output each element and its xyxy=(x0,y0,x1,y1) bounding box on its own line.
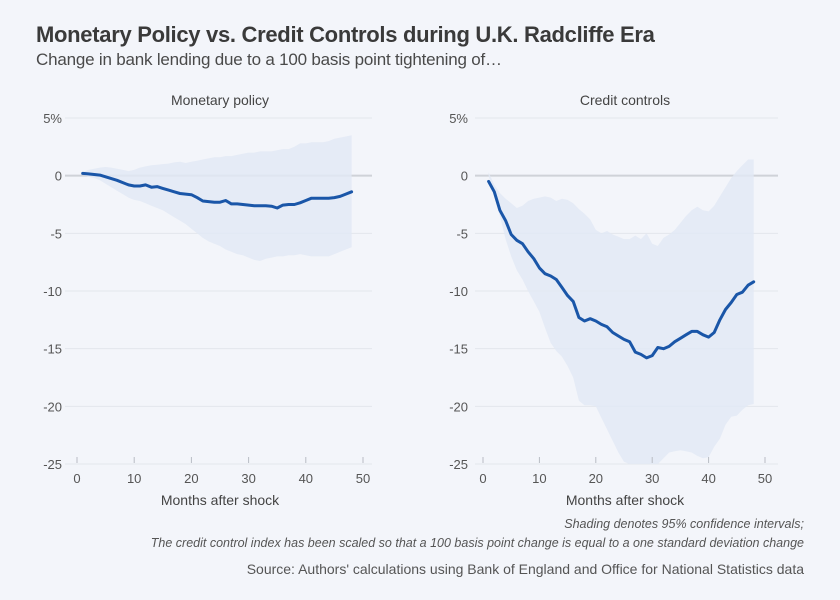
monetary-confidence-band xyxy=(82,135,352,261)
credit-xtick-label: 20 xyxy=(589,471,603,486)
monetary-ytick-label: -25 xyxy=(43,457,62,472)
monetary-ytick-label: -10 xyxy=(43,284,62,299)
chart-subtitle: Change in bank lending due to a 100 basi… xyxy=(36,50,502,69)
source-line: Source: Authors' calculations using Bank… xyxy=(246,561,804,577)
monetary-ytick-label: -20 xyxy=(43,399,62,414)
monetary-xtick-label: 50 xyxy=(356,471,370,486)
monetary-xtick-label: 40 xyxy=(299,471,313,486)
note-line-2: The credit control index has been scaled… xyxy=(150,536,804,550)
credit-ytick-label: -25 xyxy=(449,457,468,472)
credit-ytick-label: 0 xyxy=(461,169,468,184)
monetary-xtick-label: 10 xyxy=(127,471,141,486)
monetary-ytick-label: 0 xyxy=(55,169,62,184)
credit-x-axis-label: Months after shock xyxy=(566,492,685,508)
credit-xtick-label: 0 xyxy=(479,471,486,486)
credit-xtick-label: 30 xyxy=(645,471,659,486)
credit-xtick-label: 50 xyxy=(758,471,772,486)
credit-panel-title: Credit controls xyxy=(580,92,670,108)
note-line-1: Shading denotes 95% confidence intervals… xyxy=(564,517,804,531)
credit-ytick-label: -5 xyxy=(456,226,468,241)
chart-title: Monetary Policy vs. Credit Controls duri… xyxy=(36,22,655,47)
credit-ytick-label: -20 xyxy=(449,399,468,414)
credit-ytick-label: 5% xyxy=(449,111,468,126)
monetary-ytick-label: -5 xyxy=(50,226,62,241)
monetary-xtick-label: 20 xyxy=(184,471,198,486)
monetary-ytick-label: 5% xyxy=(43,111,62,126)
monetary-xtick-label: 0 xyxy=(73,471,80,486)
credit-estimate-line xyxy=(487,179,756,360)
monetary-estimate-line xyxy=(81,171,354,210)
monetary-panel-title: Monetary policy xyxy=(171,92,269,108)
credit-ytick-label: -15 xyxy=(449,342,468,357)
credit-xtick-label: 10 xyxy=(532,471,546,486)
monetary-ytick-label: -15 xyxy=(43,342,62,357)
credit-confidence-band xyxy=(488,159,754,464)
credit-xtick-label: 40 xyxy=(701,471,715,486)
credit-ytick-label: -10 xyxy=(449,284,468,299)
monetary-xtick-label: 30 xyxy=(241,471,255,486)
monetary-x-axis-label: Months after shock xyxy=(161,492,280,508)
